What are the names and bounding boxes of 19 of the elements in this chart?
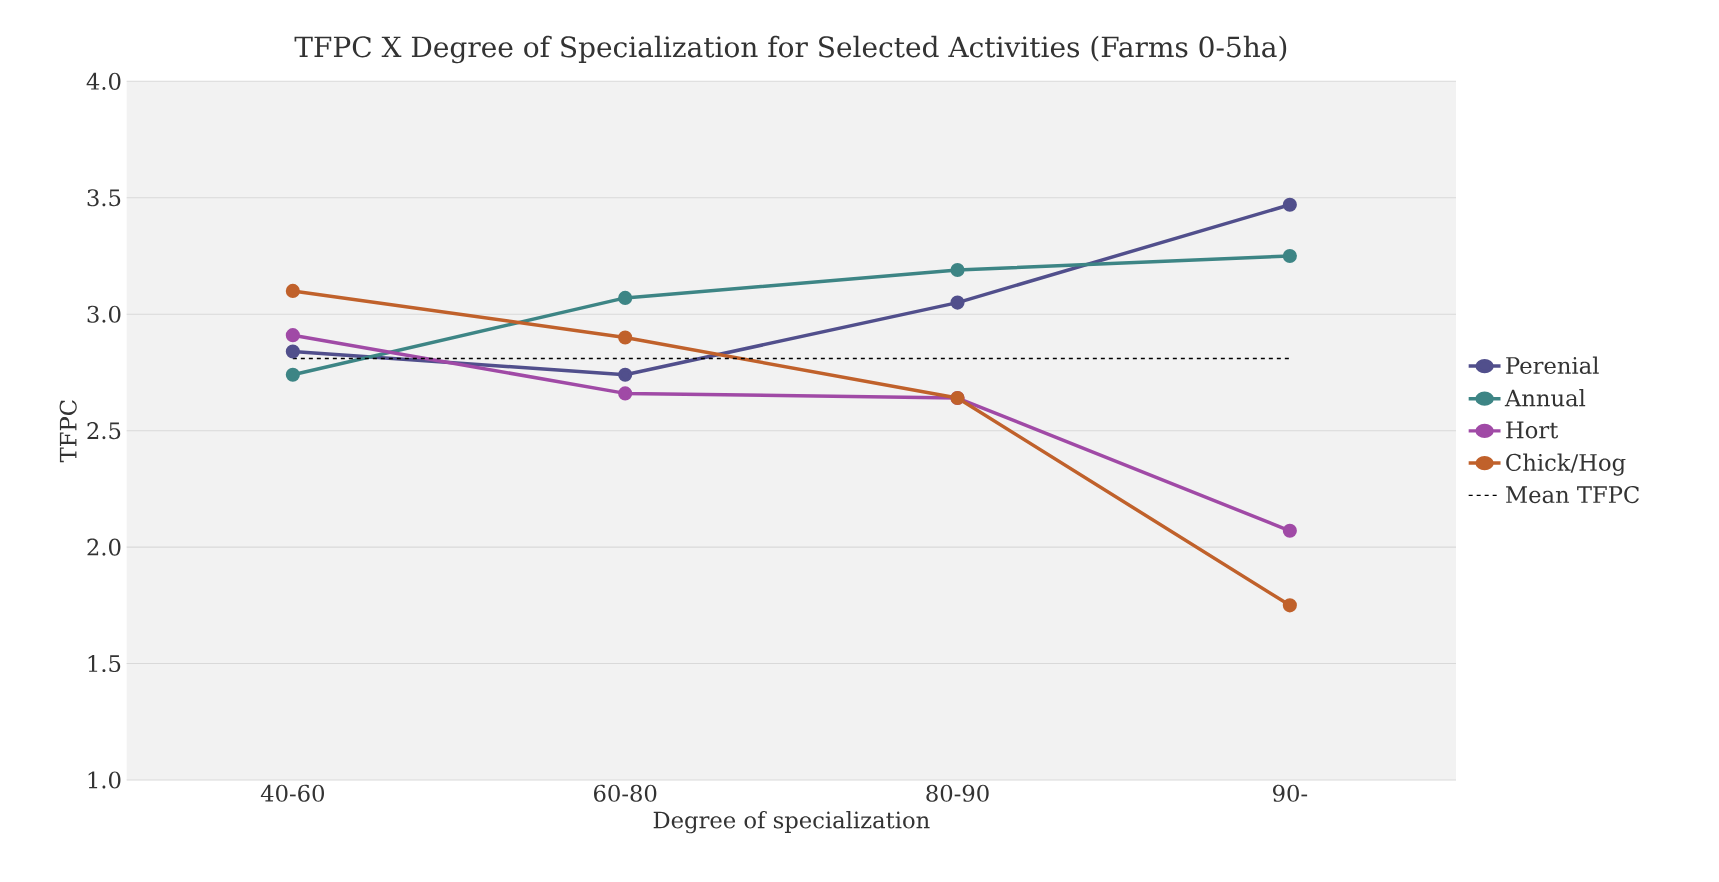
y-tick-label: 2.0 (87, 538, 121, 556)
legend-label: Annual (1504, 389, 1586, 407)
x-tick-label: 90- (1273, 784, 1308, 802)
y-tick-label: 4.0 (86, 72, 121, 90)
y-tick-label: 2.5 (87, 422, 121, 440)
x-tick-label: 60-80 (594, 784, 657, 802)
y-tick-label: 3.5 (87, 189, 121, 207)
legend-label: Hort (1506, 421, 1559, 439)
y-tick-label: 3.0 (87, 305, 121, 323)
x-tick-label: 80-90 (926, 784, 989, 802)
y-tick-label: 1.0 (88, 771, 121, 789)
x-tick-label: 40-60 (260, 784, 324, 802)
y-axis-title: TFPC (59, 400, 77, 463)
legend-label: Mean TFPC (1506, 486, 1639, 504)
legend-label: Chick/Hog (1506, 453, 1626, 476)
chart-title: TFPC X Degree of Specialization for Selected Activities (Farms 0-5ha) (294, 35, 1287, 64)
y-tick-label: 1.5 (88, 654, 121, 673)
x-axis-title: Degree of specialization (653, 811, 930, 834)
legend-label: Perenial (1506, 356, 1599, 375)
